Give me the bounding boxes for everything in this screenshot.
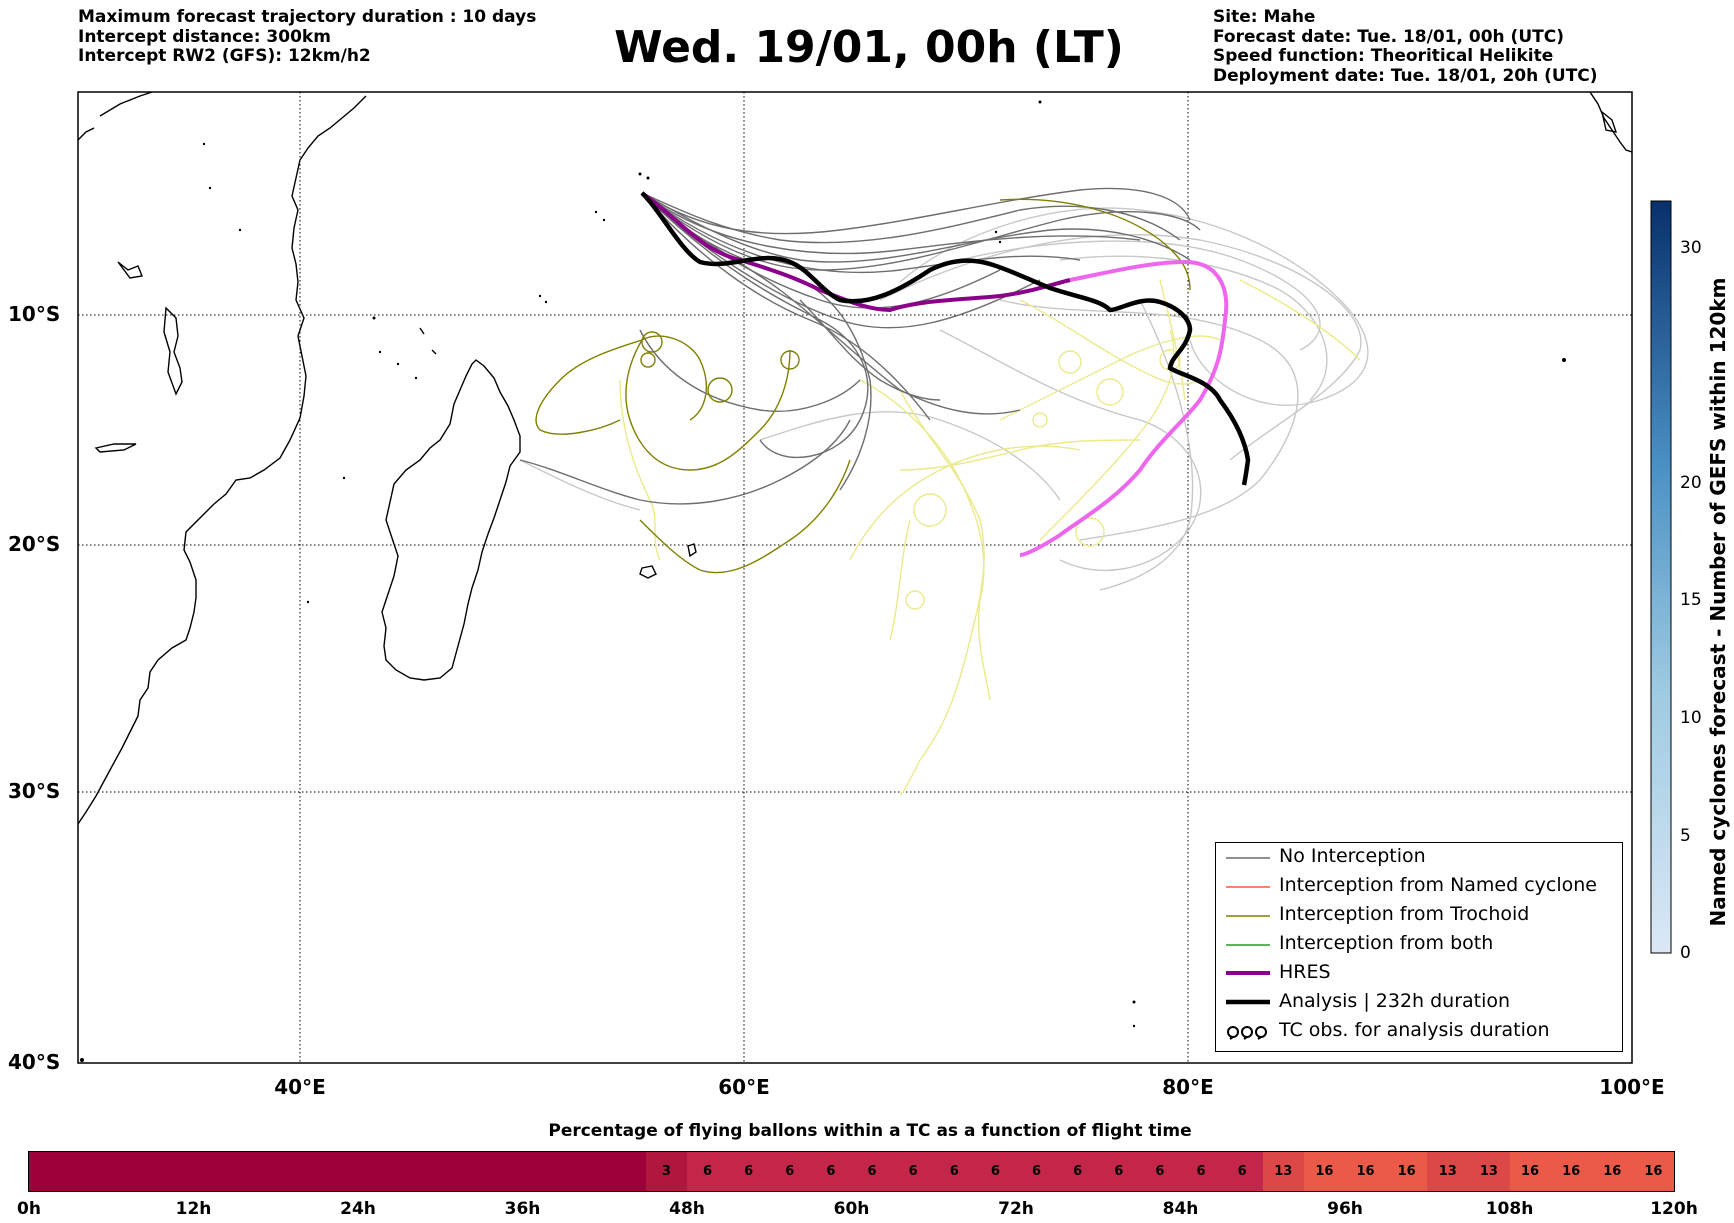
- coast-lake-3: [94, 443, 137, 453]
- lat-label-40s: 40°S: [8, 1050, 61, 1074]
- island-srilanka: [1600, 110, 1618, 133]
- time-label: 48h: [669, 1199, 705, 1219]
- coastlines: [77, 91, 1633, 825]
- colorbar-cell: 6: [892, 1152, 934, 1191]
- time-label: 0h: [17, 1199, 41, 1219]
- time-label: 120h: [1650, 1199, 1698, 1219]
- legend-swatch: [1226, 944, 1270, 946]
- colorbar-cell: 6: [851, 1152, 893, 1191]
- colorbar-cell: 13: [1262, 1152, 1304, 1191]
- coast-india: [1589, 91, 1633, 153]
- flight-time-colorbar: 3 6 6 6 6 6 6 6 6 6 6 6 6 6 6 13 16 16 16 13 13 16 16 16 16: [28, 1151, 1675, 1192]
- legend-swatch: [1226, 971, 1270, 975]
- lat-label-30s: 30°S: [8, 779, 61, 803]
- header-right-line: Deployment date: Tue. 18/01, 20h (UTC): [1213, 65, 1598, 86]
- header-right-line: Forecast date: Tue. 18/01, 00h (UTC): [1213, 26, 1564, 47]
- tc-loops-icon: [1227, 1026, 1267, 1040]
- lon-label-80e: 80°E: [1162, 1075, 1214, 1099]
- colorbar-cell: 6: [1180, 1152, 1222, 1191]
- colorbar-cell: 6: [1139, 1152, 1181, 1191]
- header-right-line: Speed function: Theoritical Helikite: [1213, 46, 1554, 66]
- colorbar-vertical-title: Named cyclones forecast - Number of GEFS…: [1706, 277, 1730, 927]
- legend-swatch: [1226, 886, 1270, 888]
- coast-lake: [163, 306, 183, 396]
- page-title: Wed. 19/01, 00h (LT): [614, 22, 1124, 73]
- lat-label-10s: 10°S: [8, 302, 61, 326]
- map-legend: No Interception Interception from Named …: [1215, 842, 1623, 1052]
- time-label: 60h: [833, 1199, 870, 1219]
- lon-label-40e: 40°E: [274, 1075, 326, 1099]
- coast-lake-2: [117, 261, 143, 279]
- island-comoros: [419, 327, 437, 355]
- cyclone-count-colorbar: [1650, 200, 1672, 954]
- colorbar-cell: 13: [1468, 1152, 1510, 1191]
- coast-africa: [77, 95, 367, 825]
- colorbar-cell: 6: [974, 1152, 1016, 1191]
- legend-swatch: [1226, 915, 1270, 917]
- colorbar-cell: 16: [1632, 1152, 1674, 1191]
- colorbar-cell: 6: [728, 1152, 770, 1191]
- colorbar-cell: 16: [1345, 1152, 1387, 1191]
- island-reunion: [639, 565, 657, 579]
- header-left-line: Intercept RW2 (GFS): 12km/h2: [78, 46, 371, 66]
- lon-label-100e: 100°E: [1599, 1075, 1665, 1099]
- colorbar-cell: 6: [1221, 1152, 1263, 1191]
- colorbar-cell: 6: [810, 1152, 852, 1191]
- cbar-tick: 5: [1680, 826, 1691, 846]
- legend-label: Interception from Trochoid: [1279, 903, 1530, 925]
- colorbar-cell: 16: [1303, 1152, 1345, 1191]
- time-label: 72h: [998, 1199, 1034, 1219]
- time-label: 36h: [504, 1199, 541, 1219]
- time-label: 12h: [175, 1199, 212, 1219]
- colorbar-cell: 6: [1098, 1152, 1140, 1191]
- colorbar-cell: 16: [1591, 1152, 1633, 1191]
- colorbar-cell: 6: [933, 1152, 975, 1191]
- legend-swatch: [1226, 999, 1270, 1005]
- legend-label: Interception from Named cyclone: [1279, 874, 1597, 896]
- header-left-info: Maximum forecast trajectory duration : 1…: [78, 7, 537, 67]
- colorbar-cell: 6: [1057, 1152, 1099, 1191]
- colorbar-cell-zero: [29, 1152, 646, 1191]
- header-right-line: Site: Mahe: [1213, 7, 1316, 27]
- time-label: 108h: [1485, 1199, 1534, 1219]
- trajectories-light-grey: [519, 207, 1369, 591]
- cbar-tick: 30: [1680, 238, 1702, 258]
- colorbar-cell: 6: [1016, 1152, 1058, 1191]
- colorbar-cell: 13: [1427, 1152, 1469, 1191]
- colorbar-cell: 6: [687, 1152, 729, 1191]
- analysis-track: [640, 191, 1251, 486]
- time-label: 84h: [1162, 1199, 1199, 1219]
- cbar-tick: 15: [1680, 590, 1702, 610]
- coast-arabia: [77, 91, 153, 141]
- time-label: 24h: [340, 1199, 376, 1219]
- trajectories-grey: [519, 187, 1201, 505]
- colorbar-cell: 6: [769, 1152, 811, 1191]
- legend-swatch: [1226, 857, 1270, 859]
- cbar-tick: 20: [1680, 473, 1702, 493]
- legend-label: HRES: [1279, 961, 1331, 983]
- colorbar-cell: 3: [645, 1152, 687, 1191]
- colorbar-cell: 16: [1550, 1152, 1592, 1191]
- legend-label: TC obs. for analysis duration: [1279, 1019, 1550, 1041]
- hres-track-future: [1019, 259, 1229, 557]
- header-left-line: Intercept distance: 300km: [78, 26, 331, 47]
- cbar-tick: 0: [1680, 943, 1691, 963]
- header-left-line: Maximum forecast trajectory duration : 1…: [78, 7, 537, 27]
- colorbar-horizontal-title: Percentage of flying ballons within a TC…: [548, 1121, 1192, 1141]
- lon-label-60e: 60°E: [718, 1075, 770, 1099]
- trajectories-trochoid: [535, 198, 1191, 574]
- graticule: [78, 92, 1632, 1063]
- header-right-info: Site: Mahe Forecast date: Tue. 18/01, 00…: [1213, 7, 1598, 86]
- lat-label-20s: 20°S: [8, 532, 61, 556]
- island-mauritius: [687, 543, 697, 558]
- time-label: 96h: [1327, 1199, 1363, 1219]
- colorbar-cell: 16: [1386, 1152, 1428, 1191]
- cbar-tick: 10: [1680, 708, 1702, 728]
- legend-label: Analysis | 232h duration: [1279, 990, 1511, 1012]
- legend-label: No Interception: [1279, 845, 1426, 867]
- colorbar-cell: 16: [1509, 1152, 1551, 1191]
- coast-madagascar: [381, 359, 521, 681]
- legend-label: Interception from both: [1279, 932, 1494, 954]
- small-islands: [80, 100, 1566, 1062]
